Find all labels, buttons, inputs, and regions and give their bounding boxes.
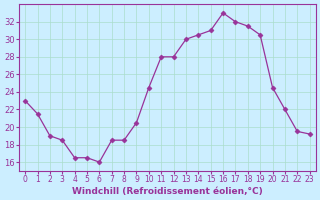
X-axis label: Windchill (Refroidissement éolien,°C): Windchill (Refroidissement éolien,°C) [72,187,263,196]
